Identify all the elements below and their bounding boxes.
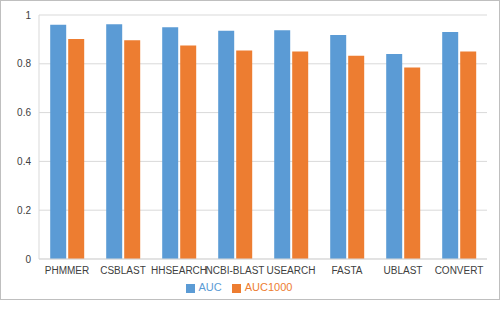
svg-text:0.8: 0.8 <box>17 58 31 69</box>
svg-text:0.6: 0.6 <box>17 107 31 118</box>
svg-text:HHSEARCH: HHSEARCH <box>151 265 207 276</box>
svg-text:0.4: 0.4 <box>17 156 31 167</box>
svg-text:CONVERT: CONVERT <box>435 265 484 276</box>
svg-text:CSBLAST: CSBLAST <box>100 265 146 276</box>
svg-text:UBLAST: UBLAST <box>384 265 423 276</box>
html-text:AUC: AUC <box>198 281 222 293</box>
html-text:AUC1000: AUC1000 <box>244 281 293 293</box>
svg-text:FASTA: FASTA <box>332 265 363 276</box>
svg-text:0.2: 0.2 <box>17 205 31 216</box>
svg-text:0: 0 <box>25 254 31 265</box>
svg-text:USEARCH: USEARCH <box>267 265 316 276</box>
svg-text:NCBI-BLAST: NCBI-BLAST <box>206 265 265 276</box>
svg-text:1: 1 <box>25 10 31 21</box>
svg-text:PHMMER: PHMMER <box>45 265 89 276</box>
